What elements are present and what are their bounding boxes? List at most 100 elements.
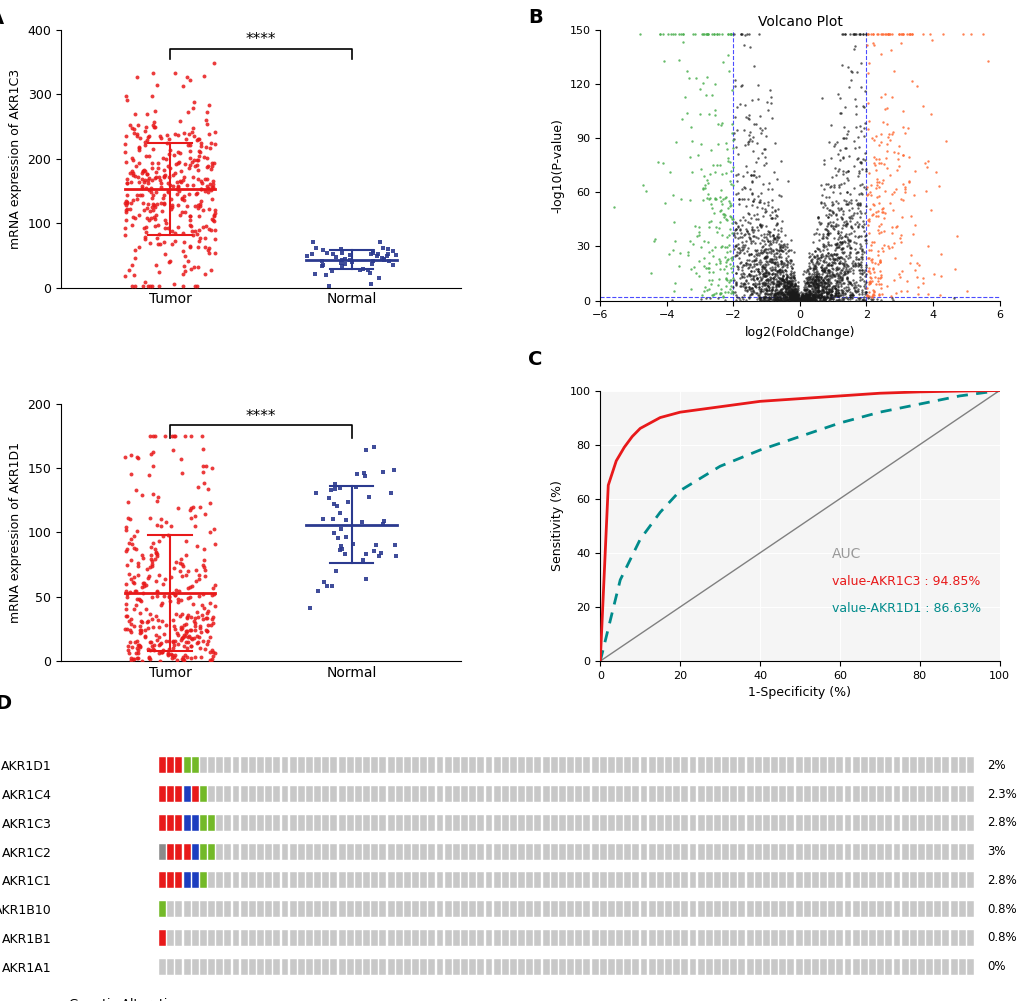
- Point: [906, 217, 922, 233]
- Bar: [518, 786, 525, 802]
- Point: [144, 611, 160, 627]
- Point: [790, 292, 806, 308]
- Bar: [249, 901, 256, 917]
- Point: [737, 27, 753, 43]
- Bar: [192, 930, 199, 946]
- Point: [770, 291, 787, 307]
- Point: [817, 279, 834, 295]
- Point: [176, 618, 193, 634]
- Point: [202, 176, 218, 192]
- Point: [196, 553, 212, 569]
- Point: [806, 283, 822, 299]
- Point: [806, 289, 822, 305]
- Point: [807, 287, 823, 303]
- Point: [747, 235, 763, 251]
- Bar: [224, 786, 231, 802]
- Point: [883, 290, 900, 306]
- Text: 2.3%: 2.3%: [986, 788, 1016, 801]
- Point: [708, 26, 725, 42]
- Point: [822, 257, 839, 273]
- Point: [766, 268, 783, 284]
- Point: [812, 274, 828, 290]
- Point: [750, 247, 766, 263]
- Point: [741, 215, 757, 231]
- Point: [781, 281, 797, 297]
- Bar: [819, 930, 826, 946]
- Point: [358, 547, 374, 563]
- Point: [733, 191, 749, 207]
- Point: [744, 276, 760, 292]
- Point: [794, 292, 810, 308]
- Point: [170, 155, 186, 171]
- Point: [759, 102, 775, 118]
- Bar: [868, 930, 875, 946]
- Bar: [567, 786, 574, 802]
- Point: [836, 250, 852, 266]
- Point: [818, 289, 835, 305]
- Bar: [852, 844, 859, 860]
- Point: [853, 261, 869, 277]
- Bar: [779, 930, 786, 946]
- Point: [854, 213, 870, 229]
- Bar: [656, 873, 663, 888]
- Bar: [477, 930, 484, 946]
- Point: [768, 289, 785, 305]
- Point: [173, 191, 190, 207]
- Point: [869, 26, 886, 42]
- Bar: [216, 873, 223, 888]
- Point: [784, 268, 800, 284]
- Point: [781, 266, 797, 282]
- Bar: [673, 959, 680, 975]
- Point: [155, 190, 171, 206]
- Point: [823, 269, 840, 285]
- Point: [832, 227, 848, 243]
- Point: [760, 224, 776, 240]
- Point: [742, 245, 758, 261]
- Point: [138, 231, 154, 247]
- Bar: [787, 959, 794, 975]
- Point: [880, 126, 897, 142]
- Point: [771, 264, 788, 280]
- Point: [781, 269, 797, 285]
- Point: [822, 197, 839, 213]
- Point: [757, 282, 773, 298]
- Point: [834, 235, 850, 251]
- Point: [773, 239, 790, 255]
- Point: [140, 175, 156, 191]
- Point: [174, 464, 191, 480]
- Point: [149, 77, 165, 93]
- Point: [785, 292, 801, 308]
- Bar: [249, 930, 256, 946]
- Point: [700, 255, 716, 271]
- Point: [834, 203, 850, 219]
- Point: [817, 283, 834, 299]
- Point: [707, 285, 723, 301]
- Point: [716, 189, 733, 205]
- Point: [375, 513, 391, 529]
- Bar: [379, 844, 386, 860]
- Point: [697, 289, 713, 305]
- Point: [737, 197, 753, 213]
- Point: [799, 278, 815, 294]
- Point: [140, 210, 156, 226]
- Bar: [534, 873, 541, 888]
- Point: [137, 623, 153, 639]
- Bar: [363, 901, 370, 917]
- Point: [829, 270, 846, 286]
- Bar: [444, 815, 451, 831]
- Point: [720, 227, 737, 243]
- Point: [717, 254, 734, 270]
- Bar: [444, 786, 451, 802]
- Point: [853, 241, 869, 257]
- Point: [773, 213, 790, 229]
- Bar: [713, 873, 720, 888]
- Point: [178, 625, 195, 641]
- Point: [868, 222, 884, 238]
- Point: [864, 285, 880, 301]
- Point: [785, 289, 801, 305]
- Point: [155, 150, 171, 166]
- Point: [740, 260, 756, 276]
- Bar: [893, 786, 900, 802]
- Point: [862, 270, 878, 286]
- Point: [779, 279, 795, 295]
